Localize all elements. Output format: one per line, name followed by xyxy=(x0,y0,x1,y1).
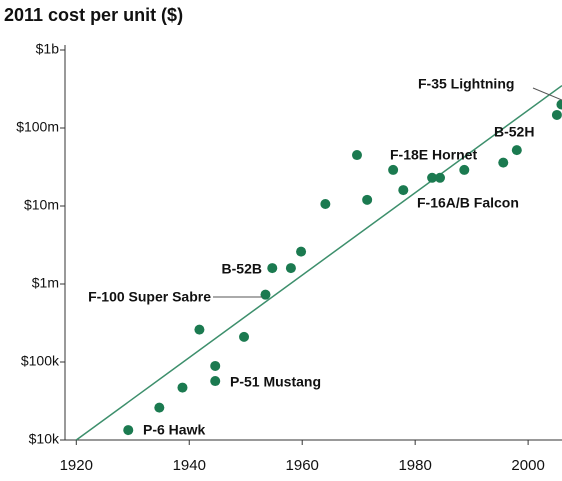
x-tick-label: 1940 xyxy=(173,457,206,474)
annotation: B-52H xyxy=(494,124,534,140)
leader-line xyxy=(532,87,562,101)
point xyxy=(427,172,438,183)
x-tick-label: 1980 xyxy=(398,457,431,474)
y-tick-label: $10m xyxy=(24,197,59,213)
y-tick-label: $100m xyxy=(16,119,59,135)
annotation: F-18E Hornet xyxy=(390,147,477,163)
x-tick-label: 1960 xyxy=(286,457,319,474)
point xyxy=(435,172,446,183)
x-tick-label: 2000 xyxy=(511,457,544,474)
y-tick-label: $100k xyxy=(21,353,60,369)
annotation: P-51 Mustang xyxy=(230,374,321,390)
y-tick-label: $1b xyxy=(36,41,60,57)
y-tick-label: $1m xyxy=(32,275,59,291)
annotation: F-16A/B Falcon xyxy=(417,195,519,211)
point xyxy=(177,382,188,393)
annotation: F-35 Lightning xyxy=(418,76,514,92)
point xyxy=(194,324,205,335)
annotation: P-6 Hawk xyxy=(143,422,205,438)
point xyxy=(260,289,271,300)
point xyxy=(459,164,470,175)
annotation: F-100 Super Sabre xyxy=(88,289,211,305)
point xyxy=(210,376,221,387)
annotation: B-52B xyxy=(222,261,262,277)
point xyxy=(388,164,399,175)
point xyxy=(267,263,278,274)
point xyxy=(351,150,362,161)
trend-line xyxy=(75,84,562,441)
point xyxy=(362,194,373,205)
point xyxy=(556,99,562,110)
point xyxy=(398,185,409,196)
point xyxy=(154,402,165,413)
point xyxy=(551,109,562,120)
point xyxy=(123,425,134,436)
chart-title: 2011 cost per unit ($) xyxy=(4,5,183,25)
point xyxy=(296,246,307,257)
point xyxy=(511,145,522,156)
point xyxy=(320,199,331,210)
point xyxy=(239,331,250,342)
point xyxy=(285,263,296,274)
point xyxy=(210,360,221,371)
x-tick-label: 1920 xyxy=(60,457,93,474)
y-tick-label: $10k xyxy=(29,431,60,447)
point xyxy=(498,157,509,168)
